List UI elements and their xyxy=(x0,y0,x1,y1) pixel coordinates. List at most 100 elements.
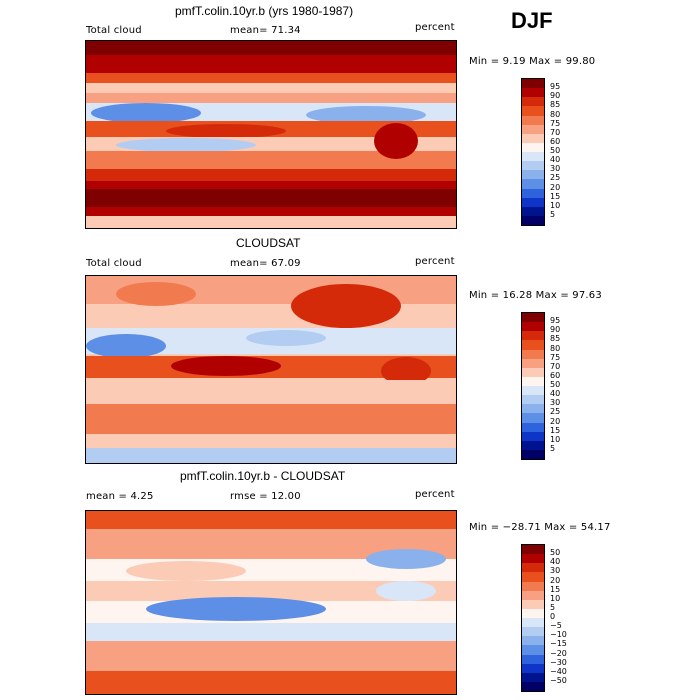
colorbar-tick-label: 80 xyxy=(550,109,561,119)
colorbar-swatch xyxy=(522,581,544,591)
colorbar-labels-model: 95 90 85 80 75 70 60 50 40 30 25 20 15 10 5 xyxy=(550,78,580,224)
colorbar-swatch xyxy=(522,636,544,646)
colorbar-tick-label: −40 xyxy=(550,666,567,676)
colorbar-swatch xyxy=(522,449,544,459)
colorbar-model xyxy=(521,78,545,226)
colorbar-tick-label: 5 xyxy=(550,209,556,219)
colorbar-tick-label: 85 xyxy=(550,100,561,110)
colorbar-swatch xyxy=(522,358,544,368)
colorbar-tick-label: 0 xyxy=(550,612,556,621)
colorbar-swatch xyxy=(522,322,544,332)
colorbar-swatch xyxy=(522,79,544,89)
colorbar-tick-label: 20 xyxy=(550,416,561,426)
colorbar-tick-label: 40 xyxy=(550,557,561,567)
colorbar-swatch xyxy=(522,170,544,180)
map-diff xyxy=(85,510,457,695)
colorbar-tick-label: −30 xyxy=(550,657,567,667)
colorbar-tick-label: 30 xyxy=(550,566,561,576)
colorbar-swatch xyxy=(522,563,544,573)
colorbar-swatch xyxy=(522,340,544,350)
colorbar-swatch xyxy=(522,331,544,341)
colorbar-swatch xyxy=(522,663,544,673)
colorbar-swatch xyxy=(522,142,544,152)
colorbar-swatch xyxy=(522,572,544,582)
map-diff-field xyxy=(86,511,456,694)
colorbar-swatch xyxy=(522,672,544,682)
colorbar-swatch xyxy=(522,627,544,637)
panel-title: pmfT.colin.10yr.b (yrs 1980-1987) xyxy=(175,4,354,18)
colorbar-swatch xyxy=(522,654,544,664)
colorbar-tick-label: −5 xyxy=(550,621,562,631)
colorbar-tick-label: 25 xyxy=(550,173,561,183)
colorbar-swatch xyxy=(522,590,544,600)
colorbar-tick-label: 50 xyxy=(550,380,561,389)
colorbar-tick-label: 50 xyxy=(550,548,561,558)
colorbar-swatch xyxy=(522,124,544,134)
colorbar-swatch xyxy=(522,645,544,655)
colorbar-swatch xyxy=(522,376,544,386)
colorbar-tick-label: 90 xyxy=(550,91,561,101)
colorbar-tick-label: 20 xyxy=(550,575,561,585)
season-label: DJF xyxy=(511,8,553,33)
colorbar-tick-label: 85 xyxy=(550,334,561,344)
colorbar-tick-label: 30 xyxy=(550,164,561,174)
colorbar-tick-label: 10 xyxy=(550,434,561,444)
colorbar-tick-label: 10 xyxy=(550,200,561,210)
colorbar-swatch xyxy=(522,188,544,198)
panel-title: CLOUDSAT xyxy=(236,236,301,250)
colorbar-swatch xyxy=(522,133,544,143)
colorbar-tick-label: 10 xyxy=(550,593,561,603)
colorbar-tick-label: 95 xyxy=(550,316,561,326)
panel-minmax: Min = 9.19 Max = 99.80 xyxy=(469,56,596,67)
panel-mean-label: rmse = 12.00 xyxy=(230,491,301,502)
colorbar-obs xyxy=(521,312,545,460)
panel-units-label: percent xyxy=(415,256,455,267)
colorbar-swatch xyxy=(522,313,544,323)
colorbar-swatch xyxy=(522,431,544,441)
panel-mean-label: mean= 67.09 xyxy=(230,258,301,269)
colorbar-swatch xyxy=(522,88,544,98)
colorbar-tick-label: 5 xyxy=(550,602,556,612)
colorbar-tick-label: 80 xyxy=(550,343,561,353)
colorbar-swatch xyxy=(522,599,544,609)
colorbar-tick-label: 75 xyxy=(550,118,561,128)
colorbar-tick-label: 95 xyxy=(550,82,561,92)
colorbar-labels-obs: 95 90 85 80 75 70 60 50 40 30 25 20 15 10 5 xyxy=(550,312,580,458)
colorbar-swatch xyxy=(522,618,544,628)
colorbar-tick-label: 75 xyxy=(550,352,561,362)
colorbar-swatch xyxy=(522,440,544,450)
panel-mean-label: mean= 71.34 xyxy=(230,25,301,36)
colorbar-swatch xyxy=(522,115,544,125)
map-model xyxy=(85,40,457,229)
colorbar-swatch xyxy=(522,545,544,555)
map-obs-field xyxy=(86,276,456,463)
colorbar-swatch xyxy=(522,349,544,359)
colorbar-swatch xyxy=(522,179,544,189)
colorbar-swatch xyxy=(522,554,544,564)
colorbar-tick-label: −15 xyxy=(550,639,567,649)
colorbar-swatch xyxy=(522,152,544,162)
colorbar-swatch xyxy=(522,386,544,396)
colorbar-tick-label: 20 xyxy=(550,182,561,192)
colorbar-tick-label: −20 xyxy=(550,648,567,658)
panel-minmax: Min = 16.28 Max = 97.63 xyxy=(469,290,602,301)
panel-minmax: Min = −28.71 Max = 54.17 xyxy=(469,522,611,533)
colorbar-tick-label: −10 xyxy=(550,630,567,640)
panel-left-label: Total cloud xyxy=(86,25,142,36)
colorbar-swatch xyxy=(522,413,544,423)
colorbar-tick-label: −50 xyxy=(550,675,567,685)
colorbar-tick-label: 15 xyxy=(550,425,561,435)
colorbar-swatch xyxy=(522,206,544,216)
colorbar-tick-label: 25 xyxy=(550,407,561,417)
colorbar-tick-label: 50 xyxy=(550,146,561,155)
colorbar-swatch xyxy=(522,608,544,618)
map-obs xyxy=(85,275,457,464)
colorbar-tick-label: 40 xyxy=(550,389,561,399)
colorbar-swatch xyxy=(522,215,544,225)
colorbar-tick-label: 70 xyxy=(550,361,561,371)
colorbar-swatch xyxy=(522,97,544,107)
colorbar-swatch xyxy=(522,422,544,432)
colorbar-swatch xyxy=(522,161,544,171)
colorbar-tick-label: 60 xyxy=(550,370,561,380)
colorbar-swatch xyxy=(522,197,544,207)
